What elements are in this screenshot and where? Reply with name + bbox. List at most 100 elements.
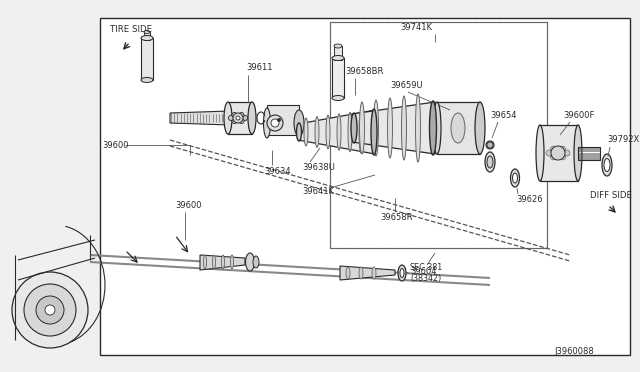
Ellipse shape <box>387 98 392 158</box>
Bar <box>144 32 150 40</box>
Bar <box>141 38 153 80</box>
Polygon shape <box>540 125 578 181</box>
Ellipse shape <box>485 152 495 172</box>
Ellipse shape <box>315 116 319 147</box>
Circle shape <box>236 116 240 120</box>
Circle shape <box>243 115 248 121</box>
Circle shape <box>559 146 566 152</box>
Text: 39741K: 39741K <box>400 23 432 32</box>
Ellipse shape <box>398 265 406 281</box>
Ellipse shape <box>401 96 406 160</box>
Text: 39634: 39634 <box>264 167 291 176</box>
Ellipse shape <box>304 118 308 146</box>
Circle shape <box>232 112 237 118</box>
Ellipse shape <box>359 111 363 153</box>
Circle shape <box>267 115 283 131</box>
Ellipse shape <box>334 44 342 48</box>
Ellipse shape <box>602 154 612 176</box>
Text: 39600: 39600 <box>175 202 202 211</box>
Ellipse shape <box>141 77 153 83</box>
Polygon shape <box>267 105 299 135</box>
Ellipse shape <box>429 101 436 155</box>
Polygon shape <box>352 102 435 154</box>
Bar <box>578 147 600 160</box>
Bar <box>330 22 547 248</box>
Polygon shape <box>228 102 252 134</box>
Text: 39641K: 39641K <box>302 187 334 196</box>
Circle shape <box>546 150 552 156</box>
Ellipse shape <box>536 125 544 181</box>
Ellipse shape <box>400 269 404 278</box>
Ellipse shape <box>248 102 256 134</box>
Ellipse shape <box>451 113 465 143</box>
Polygon shape <box>437 102 480 154</box>
Ellipse shape <box>204 255 207 269</box>
Bar <box>334 46 342 60</box>
Ellipse shape <box>141 35 153 41</box>
Ellipse shape <box>246 253 255 271</box>
Bar <box>100 18 630 355</box>
Text: 39611: 39611 <box>246 64 273 73</box>
Ellipse shape <box>346 267 350 279</box>
Text: 39604: 39604 <box>410 267 436 276</box>
Ellipse shape <box>415 94 420 162</box>
Ellipse shape <box>351 113 357 143</box>
Text: DIFF SIDE: DIFF SIDE <box>590 190 632 199</box>
Ellipse shape <box>475 102 485 154</box>
Circle shape <box>564 150 570 156</box>
Ellipse shape <box>511 169 520 187</box>
Ellipse shape <box>230 255 234 269</box>
Text: 39600F: 39600F <box>563 110 595 119</box>
Ellipse shape <box>513 173 518 183</box>
Ellipse shape <box>604 158 610 171</box>
Circle shape <box>239 119 244 124</box>
Circle shape <box>271 119 279 127</box>
Text: 39792X: 39792X <box>607 135 639 144</box>
Text: 39658BR: 39658BR <box>345 67 383 77</box>
Ellipse shape <box>212 255 216 269</box>
Circle shape <box>45 305 55 315</box>
Text: 39659U: 39659U <box>390 80 422 90</box>
Ellipse shape <box>486 141 494 149</box>
Circle shape <box>228 115 234 121</box>
Text: SEC.381: SEC.381 <box>410 263 444 273</box>
Ellipse shape <box>359 267 363 279</box>
Circle shape <box>559 154 566 160</box>
Ellipse shape <box>337 114 341 150</box>
Bar <box>330 22 547 248</box>
Ellipse shape <box>264 108 271 138</box>
Circle shape <box>487 142 493 148</box>
Circle shape <box>278 119 280 122</box>
Ellipse shape <box>296 123 301 141</box>
Text: 39638U: 39638U <box>302 164 335 173</box>
Ellipse shape <box>144 31 150 33</box>
Polygon shape <box>340 266 395 280</box>
Text: TIRE SIDE: TIRE SIDE <box>110 26 152 35</box>
Ellipse shape <box>253 256 259 268</box>
Text: 39658R: 39658R <box>380 214 413 222</box>
Ellipse shape <box>433 102 441 154</box>
Ellipse shape <box>371 109 377 155</box>
Circle shape <box>551 146 565 160</box>
Text: J3960088: J3960088 <box>554 347 594 356</box>
Polygon shape <box>200 255 245 270</box>
Circle shape <box>550 146 557 152</box>
Circle shape <box>550 154 557 160</box>
Polygon shape <box>298 110 375 154</box>
Circle shape <box>36 296 64 324</box>
Circle shape <box>232 119 237 124</box>
Bar <box>332 58 344 98</box>
Ellipse shape <box>372 267 376 279</box>
Ellipse shape <box>360 102 365 154</box>
Ellipse shape <box>574 125 582 181</box>
Ellipse shape <box>326 115 330 149</box>
Ellipse shape <box>332 55 344 61</box>
Ellipse shape <box>487 156 493 168</box>
Circle shape <box>233 113 243 123</box>
Circle shape <box>12 272 88 348</box>
Ellipse shape <box>221 255 225 269</box>
Ellipse shape <box>332 96 344 100</box>
Ellipse shape <box>374 100 378 156</box>
Ellipse shape <box>348 112 352 152</box>
Ellipse shape <box>294 110 304 136</box>
